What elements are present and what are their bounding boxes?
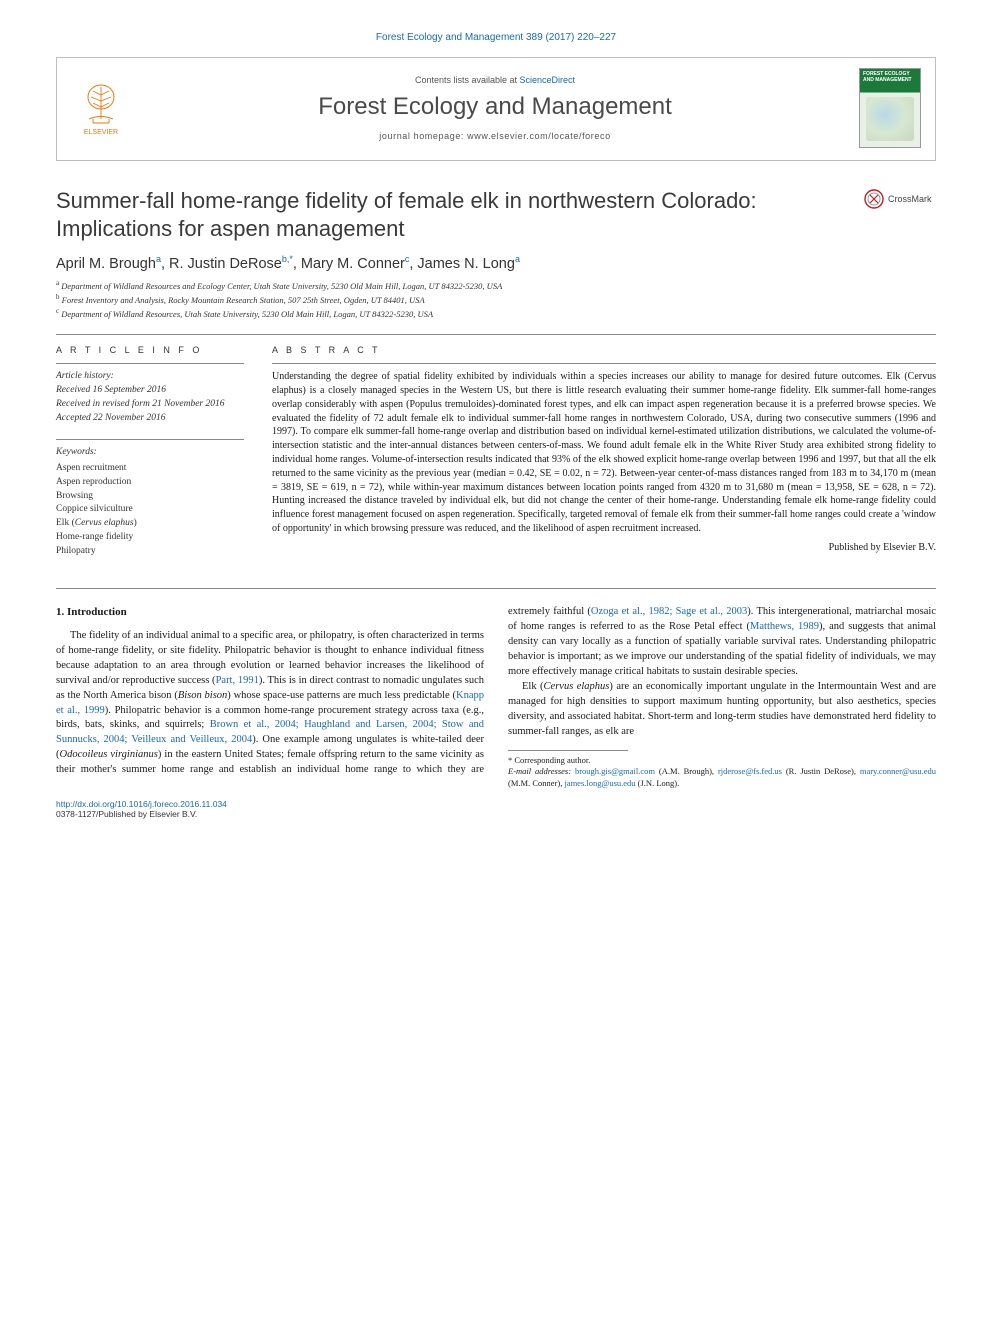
citation-link[interactable]: Matthews, 1989 <box>750 621 819 632</box>
keyword: Home-range fidelity <box>56 531 244 545</box>
email-label: E-mail addresses: <box>508 766 575 776</box>
article-info-heading: A R T I C L E I N F O <box>56 345 244 355</box>
elsevier-tree-icon <box>79 81 123 125</box>
email-link[interactable]: james.long@usu.edu <box>564 778 635 788</box>
email-link[interactable]: rjderose@fs.fed.us <box>718 766 782 776</box>
history-revised: Received in revised form 21 November 201… <box>56 399 225 409</box>
article-title: Summer-fall home-range fidelity of femal… <box>56 187 846 242</box>
email-addresses: E-mail addresses: brough.gis@gmail.com (… <box>508 766 936 789</box>
affil-b: b Forest Inventory and Analysis, Rocky M… <box>56 292 936 306</box>
affiliations: a Department of Wildland Resources and E… <box>56 278 936 320</box>
crossmark-icon <box>864 189 884 209</box>
elsevier-label: ELSEVIER <box>84 129 118 136</box>
keyword: Browsing <box>56 490 244 504</box>
abstract-heading: A B S T R A C T <box>272 345 936 355</box>
citation-link[interactable]: Ozoga et al., 1982; Sage et al., 2003 <box>591 606 747 617</box>
divider <box>56 588 936 589</box>
affil-c: c Department of Wildland Resources, Utah… <box>56 306 936 320</box>
email-link[interactable]: brough.gis@gmail.com <box>575 766 655 776</box>
history-label: Article history: <box>56 371 114 381</box>
intro-para-2: Elk (Cervus elaphus) are an economically… <box>508 680 936 740</box>
corresponding-author: * Corresponding author. <box>508 755 936 766</box>
keywords-label: Keywords: <box>56 446 244 460</box>
footer-line: http://dx.doi.org/10.1016/j.foreco.2016.… <box>56 799 936 819</box>
keyword: Aspen reproduction <box>56 476 244 490</box>
citation-header: Forest Ecology and Management 389 (2017)… <box>56 32 936 43</box>
history-received: Received 16 September 2016 <box>56 385 166 395</box>
keyword: Philopatry <box>56 545 244 559</box>
crossmark-badge[interactable]: CrossMark <box>864 189 936 209</box>
homepage-label: journal homepage: <box>379 131 467 141</box>
divider <box>56 334 936 335</box>
affil-a: a Department of Wildland Resources and E… <box>56 278 936 292</box>
keyword: Elk (Cervus elaphus) <box>56 517 244 531</box>
footnote-divider <box>508 750 628 751</box>
journal-homepage: journal homepage: www.elsevier.com/locat… <box>131 131 859 141</box>
elsevier-logo: ELSEVIER <box>71 81 131 136</box>
keyword: Coppice silviculture <box>56 503 244 517</box>
history-accepted: Accepted 22 November 2016 <box>56 413 165 423</box>
cover-map-graphic <box>866 97 914 141</box>
keywords-block: Keywords: Aspen recruitment Aspen reprod… <box>56 439 244 558</box>
issn-line: 0378-1127/Published by Elsevier B.V. <box>56 809 197 819</box>
journal-header-box: ELSEVIER Contents lists available at Sci… <box>56 57 936 161</box>
article-history: Article history: Received 16 September 2… <box>56 363 244 425</box>
body-columns: 1. Introduction The fidelity of an indiv… <box>56 605 936 789</box>
footnotes: * Corresponding author. E-mail addresses… <box>508 755 936 789</box>
contents-text: Contents lists available at <box>415 75 520 85</box>
homepage-url[interactable]: www.elsevier.com/locate/foreco <box>467 131 611 141</box>
citation-link[interactable]: and Veilleux, 2004 <box>170 734 252 745</box>
contents-line: Contents lists available at ScienceDirec… <box>131 75 859 85</box>
sciencedirect-link[interactable]: ScienceDirect <box>520 75 576 85</box>
doi-link[interactable]: http://dx.doi.org/10.1016/j.foreco.2016.… <box>56 799 227 809</box>
email-link[interactable]: mary.conner@usu.edu <box>860 766 936 776</box>
abstract-text: Understanding the degree of spatial fide… <box>272 363 936 536</box>
published-by: Published by Elsevier B.V. <box>272 542 936 553</box>
journal-name: Forest Ecology and Management <box>131 93 859 121</box>
crossmark-label: CrossMark <box>888 194 932 204</box>
section-heading: 1. Introduction <box>56 605 484 621</box>
keyword: Aspen recruitment <box>56 462 244 476</box>
citation-link[interactable]: Part, 1991 <box>216 675 259 686</box>
cover-title: FOREST ECOLOGY AND MANAGEMENT <box>863 72 917 83</box>
authors-line: April M. Brougha, R. Justin DeRoseb,*, M… <box>56 254 936 272</box>
journal-cover-thumbnail: FOREST ECOLOGY AND MANAGEMENT <box>859 68 921 148</box>
